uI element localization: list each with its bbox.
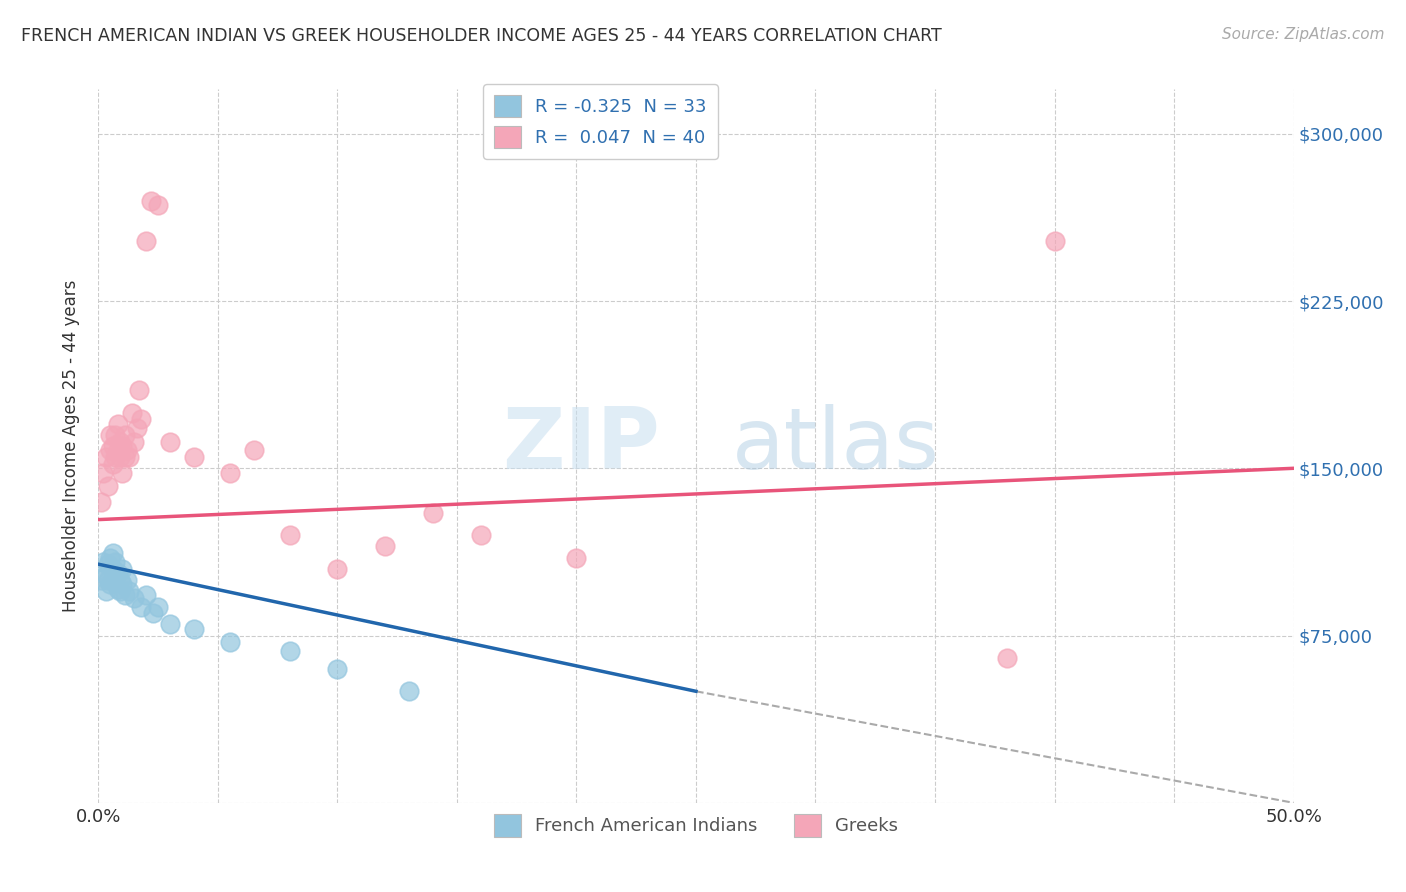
- Point: [565, 550, 588, 565]
- Text: atlas: atlas: [733, 404, 939, 488]
- Point: [995, 651, 1018, 665]
- Point: [94, 450, 117, 464]
- Point: [278, 528, 301, 542]
- Point: [98, 443, 122, 458]
- Point: [108, 434, 131, 449]
- Point: [114, 427, 136, 442]
- Point: [90, 573, 112, 587]
- Point: [107, 582, 129, 596]
- Point: [124, 591, 146, 605]
- Point: [243, 443, 266, 458]
- Point: [107, 566, 129, 580]
- Point: [97, 573, 120, 587]
- Point: [101, 562, 124, 576]
- Point: [101, 457, 124, 471]
- Point: [104, 450, 127, 464]
- Point: [98, 577, 122, 591]
- Point: [97, 479, 120, 493]
- Point: [114, 589, 136, 603]
- Point: [115, 573, 138, 587]
- Point: [131, 412, 153, 426]
- Point: [118, 450, 141, 464]
- Point: [159, 617, 181, 632]
- Point: [219, 635, 242, 649]
- Point: [398, 684, 420, 698]
- Point: [108, 573, 131, 587]
- Point: [98, 427, 122, 442]
- Point: [114, 450, 136, 464]
- Point: [470, 528, 492, 542]
- Point: [94, 568, 117, 582]
- Point: [91, 555, 114, 569]
- Point: [97, 557, 120, 571]
- Point: [183, 622, 205, 636]
- Text: ZIP: ZIP: [502, 404, 661, 488]
- Point: [107, 417, 129, 431]
- Point: [326, 562, 349, 576]
- Point: [135, 234, 157, 248]
- Point: [148, 198, 170, 212]
- Point: [135, 589, 157, 603]
- Point: [90, 494, 112, 508]
- Point: [111, 466, 134, 480]
- Point: [128, 383, 150, 397]
- Point: [159, 434, 181, 449]
- Point: [101, 439, 124, 453]
- Point: [125, 421, 148, 435]
- Point: [104, 427, 127, 442]
- Point: [101, 573, 124, 587]
- Point: [107, 443, 129, 458]
- Text: Source: ZipAtlas.com: Source: ZipAtlas.com: [1222, 27, 1385, 42]
- Point: [148, 599, 170, 614]
- Point: [104, 555, 127, 569]
- Point: [142, 607, 165, 621]
- Point: [131, 599, 153, 614]
- Point: [183, 450, 205, 464]
- Text: FRENCH AMERICAN INDIAN VS GREEK HOUSEHOLDER INCOME AGES 25 - 44 YEARS CORRELATIO: FRENCH AMERICAN INDIAN VS GREEK HOUSEHOL…: [21, 27, 942, 45]
- Point: [124, 434, 146, 449]
- Point: [326, 662, 349, 676]
- Point: [139, 194, 162, 208]
- Point: [219, 466, 242, 480]
- Point: [108, 450, 131, 464]
- Point: [121, 405, 143, 419]
- Point: [104, 573, 127, 587]
- Point: [108, 583, 131, 598]
- Point: [1043, 234, 1066, 248]
- Point: [374, 539, 396, 553]
- Point: [278, 644, 301, 658]
- Point: [101, 546, 124, 560]
- Point: [118, 583, 141, 598]
- Point: [111, 562, 134, 576]
- Point: [422, 506, 444, 520]
- Point: [115, 443, 138, 458]
- Legend: French American Indians, Greeks: French American Indians, Greeks: [486, 807, 905, 844]
- Point: [111, 577, 134, 591]
- Y-axis label: Householder Income Ages 25 - 44 years: Householder Income Ages 25 - 44 years: [62, 280, 80, 612]
- Point: [111, 439, 134, 453]
- Point: [91, 466, 114, 480]
- Point: [94, 583, 117, 598]
- Point: [98, 550, 122, 565]
